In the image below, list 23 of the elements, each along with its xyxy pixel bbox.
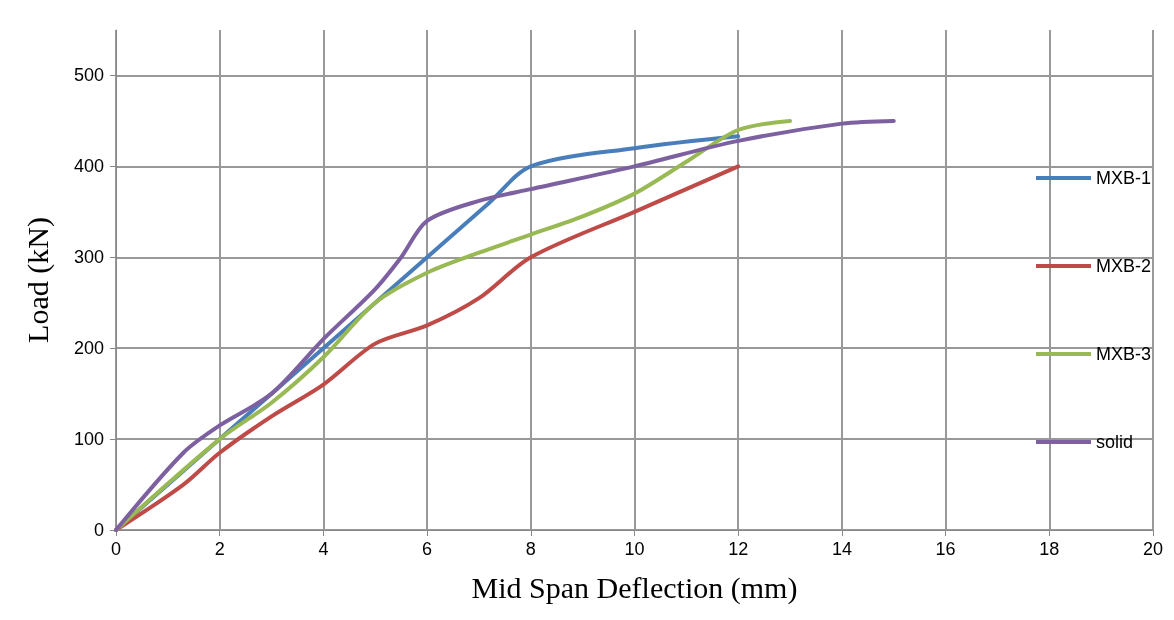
y-tick-label: 100 — [73, 429, 104, 450]
x-tick-label: 6 — [422, 539, 433, 559]
x-tick-label: 10 — [624, 539, 645, 559]
legend-label: MXB-2 — [1095, 256, 1151, 276]
x-axis-title: Mid Span Deflection (mm) — [471, 570, 798, 605]
legend-label: MXB-1 — [1095, 168, 1151, 188]
x-tick-label: 18 — [1039, 539, 1060, 559]
x-tick-label: 12 — [728, 539, 749, 559]
x-tick-label: 16 — [935, 539, 956, 559]
y-axis-title: Load (kN) — [20, 217, 55, 343]
y-tick-label: 500 — [73, 65, 104, 86]
legend-label: MXB-3 — [1095, 344, 1151, 364]
x-tick-label: 2 — [214, 539, 225, 559]
y-tick-label: 400 — [73, 156, 104, 177]
x-tick-label: 14 — [831, 539, 852, 559]
y-tick-label: 200 — [73, 338, 104, 359]
x-tick-label: 4 — [318, 539, 329, 559]
legend-label: solid — [1095, 432, 1134, 452]
y-tick-label: 0 — [93, 520, 104, 540]
y-tick-label: 300 — [73, 247, 104, 268]
x-tick-label: 0 — [110, 539, 122, 559]
x-tick-label: 20 — [1142, 539, 1163, 559]
x-tick-label: 8 — [525, 539, 536, 559]
